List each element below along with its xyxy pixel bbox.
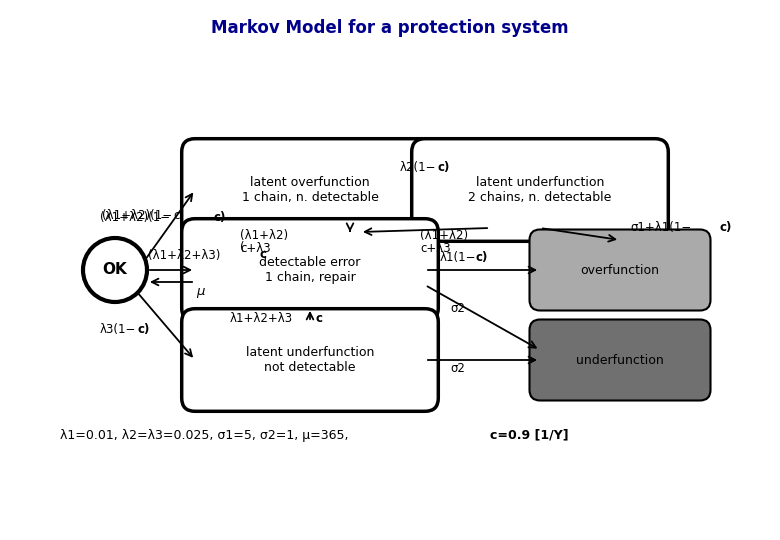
FancyBboxPatch shape [530,230,711,310]
Circle shape [83,238,147,302]
Text: c+λ3: c+λ3 [240,241,271,254]
FancyBboxPatch shape [530,320,711,401]
Text: λ1=0.01, λ2=λ3=0.025, σ1=5, σ2=1, μ=365,: λ1=0.01, λ2=λ3=0.025, σ1=5, σ2=1, μ=365, [60,429,349,442]
Text: c): c) [173,208,184,221]
Text: c+λ3: c+λ3 [420,241,451,254]
Text: c): c) [475,252,488,265]
Text: c): c) [214,212,226,225]
Text: c: c [260,248,267,261]
Text: OK: OK [103,262,127,278]
Text: latent underfunction
2 chains, n. detectable: latent underfunction 2 chains, n. detect… [468,176,612,204]
Text: σ1+λ1(1−: σ1+λ1(1− [630,221,691,234]
Text: c): c) [138,323,151,336]
Text: (λ1+λ2)(1−: (λ1+λ2)(1− [102,208,172,221]
Text: EPF: EPF [4,505,45,524]
Text: (λ1+λ2): (λ1+λ2) [420,228,468,241]
Text: Industrial Automation: Industrial Automation [101,508,236,521]
Text: detectable error
1 chain, repair: detectable error 1 chain, repair [259,256,360,284]
Text: Dependability – Evaluation 9.2 - 86: Dependability – Evaluation 9.2 - 86 [552,508,772,521]
FancyBboxPatch shape [182,309,438,411]
FancyBboxPatch shape [182,219,438,321]
Text: c=0.9 [1/Y]: c=0.9 [1/Y] [490,429,569,442]
Text: L: L [37,505,50,524]
FancyBboxPatch shape [182,139,438,241]
Text: Markov Model for a protection system: Markov Model for a protection system [211,19,569,37]
Text: λ2(1−: λ2(1− [400,161,437,174]
Text: latent underfunction
not detectable: latent underfunction not detectable [246,346,374,374]
Text: λ1(1−: λ1(1− [440,252,477,265]
Text: λ1+λ2+λ3: λ1+λ2+λ3 [230,312,293,325]
Text: c: c [315,312,322,325]
Text: latent overfunction
1 chain, n. detectable: latent overfunction 1 chain, n. detectab… [242,176,378,204]
Text: (λ1+λ2+λ3): (λ1+λ2+λ3) [148,248,221,261]
Text: (λ1+λ2): (λ1+λ2) [240,228,288,241]
Text: σ2: σ2 [450,361,465,375]
Text: c): c) [437,161,449,174]
Text: (: ( [240,241,245,254]
Text: underfunction: underfunction [576,354,664,367]
Text: c): c) [720,221,732,234]
Text: σ2: σ2 [450,301,465,314]
Text: overfunction: overfunction [580,264,660,276]
Text: μ: μ [196,286,204,299]
Text: λ3(1−: λ3(1− [100,323,136,336]
FancyBboxPatch shape [412,139,668,241]
Text: (λ1+λ2)(1−: (λ1+λ2)(1− [100,212,170,225]
